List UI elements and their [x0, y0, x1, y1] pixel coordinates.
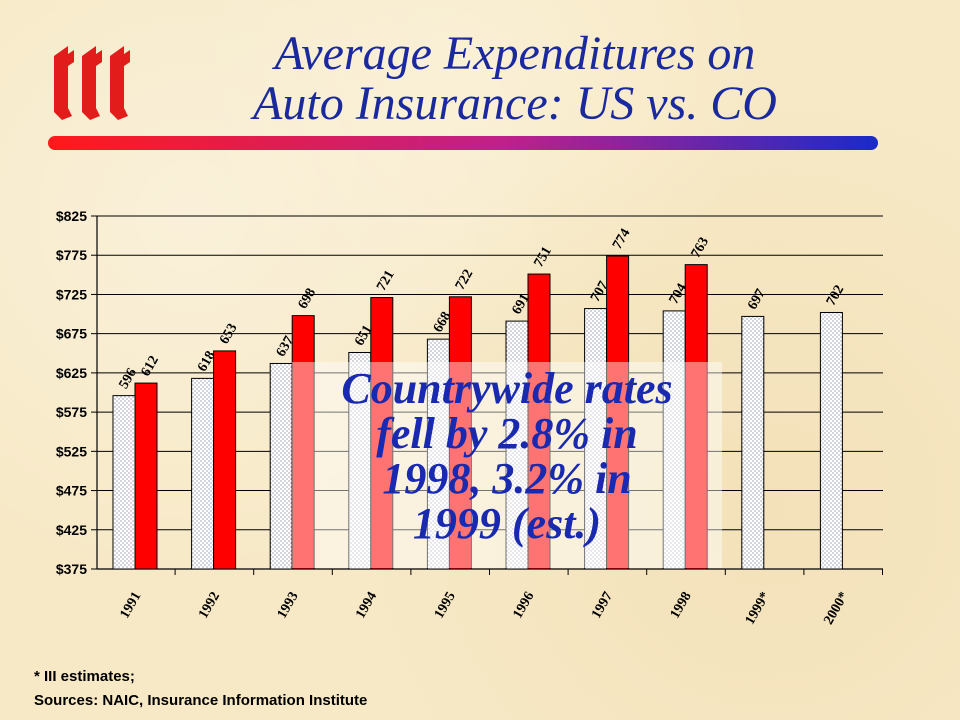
callout-text: Countrywide rates fell by 2.8% in 1998, … — [292, 366, 722, 546]
data-label: 653 — [217, 321, 240, 347]
iii-logo-icon — [54, 46, 130, 120]
data-label: 751 — [531, 244, 554, 270]
data-label: 702 — [824, 283, 847, 309]
bar-us — [112, 395, 136, 570]
y-tick-label: $575 — [56, 404, 87, 420]
y-tick-label: $375 — [56, 561, 87, 577]
bar-us — [741, 315, 765, 570]
x-tick-label: 1999* — [743, 590, 773, 628]
y-tick-label: $825 — [56, 208, 87, 224]
page-title-line-1: Average Expenditures on — [274, 27, 756, 80]
callout-line-3: 1998, 3.2% in — [382, 454, 632, 503]
bar-co — [134, 382, 158, 570]
y-tick-label: $525 — [56, 443, 87, 459]
x-tick-label: 1993 — [275, 590, 302, 622]
bar-co — [448, 296, 472, 570]
data-label: 774 — [610, 226, 633, 252]
bar-us — [819, 311, 843, 570]
y-tick-label: $725 — [56, 286, 87, 302]
bar-us — [269, 362, 293, 570]
y-tick-label: $475 — [56, 483, 87, 499]
data-label: 722 — [453, 267, 476, 293]
bar-us — [191, 377, 215, 570]
y-tick-label: $425 — [56, 522, 87, 538]
callout-line-2: fell by 2.8% in — [376, 409, 638, 458]
x-tick-label: 1991 — [117, 590, 144, 622]
x-tick-label: 1994 — [353, 590, 380, 622]
bar-co — [606, 255, 630, 570]
data-label: 697 — [745, 287, 768, 313]
x-tick-label: 1992 — [196, 590, 223, 622]
x-tick-label: 1996 — [510, 590, 537, 622]
bar-co — [291, 315, 315, 570]
callout-line-4: 1999 (est.) — [412, 499, 602, 548]
y-tick-label: $775 — [56, 247, 87, 263]
bar-co — [527, 273, 551, 570]
data-label: 698 — [296, 286, 319, 312]
bar-co — [213, 350, 237, 570]
data-label: 763 — [689, 235, 712, 261]
data-label: 612 — [138, 353, 161, 379]
title-divider — [48, 136, 878, 150]
x-tick-label: 1998 — [668, 590, 695, 622]
x-tick-label: 2000* — [821, 590, 851, 628]
data-label: 721 — [374, 268, 397, 294]
footnote-estimates: * III estimates; — [34, 668, 135, 685]
page-title-line-2: Auto Insurance: US vs. CO — [253, 77, 777, 130]
x-tick-label: 1997 — [589, 590, 616, 622]
bar-co — [370, 297, 394, 570]
y-tick-label: $625 — [56, 365, 87, 381]
bar-co — [684, 264, 708, 570]
callout-line-1: Countrywide rates — [341, 364, 673, 413]
y-tick-label: $675 — [56, 326, 87, 342]
footnote-sources: Sources: NAIC, Insurance Information Ins… — [34, 692, 368, 709]
callout-backdrop — [292, 362, 722, 568]
x-tick-label: 1995 — [432, 590, 459, 622]
